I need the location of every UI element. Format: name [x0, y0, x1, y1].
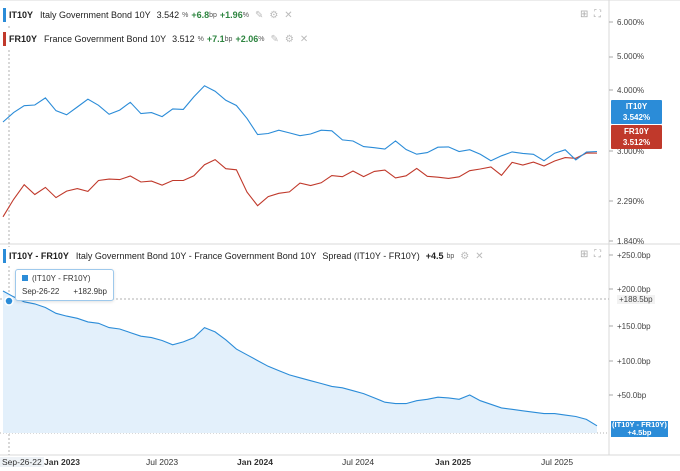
settings-icon[interactable]: ⚙: [460, 250, 470, 262]
series-line-spread: [2, 290, 598, 427]
tooltip-swatch: [22, 275, 28, 281]
legend-fr10y[interactable]: FR10Y France Government Bond 10Y 3.512% …: [3, 30, 313, 48]
y-tick: 2.290%: [617, 197, 645, 206]
settings-icon[interactable]: ⚙: [269, 9, 279, 21]
legend-value: +4.5: [425, 251, 444, 261]
hover-tooltip: (IT10Y - FR10Y) Sep-26-22 +182.9bp: [15, 269, 114, 301]
flag-spread: (IT10Y - FR10Y) +4.5bp: [611, 421, 668, 437]
x-tick: Jul 2024: [342, 457, 375, 467]
add-icon[interactable]: ⊞: [580, 249, 589, 260]
crosshair-value-label: +188.5bp: [617, 295, 655, 304]
flag-fr10y: FR10Y 3.512%: [611, 125, 662, 149]
legend-value: 3.542: [156, 10, 180, 20]
legend-name: Italy Government Bond 10Y - France Gover…: [75, 251, 317, 261]
legend-pct: +2.06: [235, 34, 259, 44]
edit-icon[interactable]: ✎: [270, 33, 279, 45]
x-tick: Jan 2024: [237, 457, 273, 467]
edit-icon[interactable]: ✎: [254, 9, 264, 21]
x-tick: Jul 2023: [146, 457, 179, 467]
y-tick: +100.0bp: [617, 357, 651, 366]
y-tick: 1.840%: [617, 237, 645, 246]
legend-value-unit: bp: [446, 252, 455, 260]
tooltip-date: Sep-26-22: [22, 287, 60, 296]
y-tick: 6.000%: [617, 18, 645, 27]
x-tick-crosshair: Sep-26-22: [0, 457, 44, 467]
y-tick: 5.000%: [617, 52, 645, 61]
legend-spread-label: Spread (IT10Y - FR10Y): [322, 251, 420, 261]
legend-change-unit: bp: [209, 11, 217, 19]
hover-marker: [4, 296, 14, 306]
flag-symbol: FR10Y: [624, 127, 649, 136]
y-tick: 4.000%: [617, 86, 645, 95]
flag-value: +4.5bp: [627, 428, 652, 437]
y-tick: +150.0bp: [617, 322, 651, 331]
add-icon[interactable]: ⊞: [580, 9, 589, 20]
legend-value-unit: %: [182, 11, 189, 19]
x-tick: Jul 2025: [541, 457, 574, 467]
flag-value: 3.512%: [622, 138, 651, 147]
legend-change-unit: bp: [224, 35, 233, 43]
series-line-it10y: [2, 85, 598, 162]
expand-icon[interactable]: ⛶: [594, 9, 601, 20]
flag-symbol: IT10Y: [625, 102, 648, 111]
legend-value-unit: %: [197, 35, 204, 43]
plot-lines: [2, 85, 598, 433]
legend-symbol: IT10Y: [9, 10, 34, 20]
legend-color-bar: [3, 249, 6, 263]
flag-value: 3.542%: [622, 113, 651, 122]
legend-value: 3.512: [172, 34, 195, 44]
tooltip-value: +182.9bp: [73, 287, 107, 296]
expand-icon[interactable]: ⛶: [594, 249, 601, 260]
legend-pct: +1.96: [219, 10, 243, 20]
legend-name: Italy Government Bond 10Y: [40, 10, 151, 20]
y-tick: 3.000%: [617, 147, 645, 156]
close-icon[interactable]: ✕: [475, 250, 484, 262]
close-icon[interactable]: ✕: [284, 9, 293, 21]
legend-pct-unit: %: [258, 35, 265, 43]
y-tick: +250.0bp: [617, 251, 651, 260]
legend-pct-unit: %: [242, 11, 249, 19]
x-tick: Jan 2023: [44, 457, 80, 467]
legend-name: France Government Bond 10Y: [44, 34, 167, 44]
spread-area-fill: [3, 291, 597, 433]
y-tick: +200.0bp: [617, 285, 651, 294]
flag-symbol: (IT10Y - FR10Y): [612, 420, 667, 429]
settings-icon[interactable]: ⚙: [284, 33, 294, 45]
legend-color-bar: [3, 8, 6, 22]
legend-symbol: FR10Y: [9, 34, 38, 44]
series-line-fr10y: [2, 152, 597, 218]
legend-color-bar: [3, 32, 6, 46]
tooltip-series: (IT10Y - FR10Y): [22, 274, 91, 283]
legend-change: +6.8: [191, 10, 210, 20]
legend-it10y[interactable]: IT10Y Italy Government Bond 10Y 3.542% +…: [3, 6, 297, 24]
legend-spread[interactable]: IT10Y - FR10Y Italy Government Bond 10Y …: [3, 247, 488, 265]
legend-symbol: IT10Y - FR10Y: [9, 251, 69, 261]
flag-it10y: IT10Y 3.542%: [611, 100, 662, 124]
close-icon[interactable]: ✕: [299, 33, 309, 45]
x-tick: Jan 2025: [435, 457, 471, 467]
legend-change: +7.1: [206, 34, 225, 44]
tooltip-series-label: (IT10Y - FR10Y): [32, 274, 91, 283]
y-tick: +50.0bp: [617, 391, 647, 400]
